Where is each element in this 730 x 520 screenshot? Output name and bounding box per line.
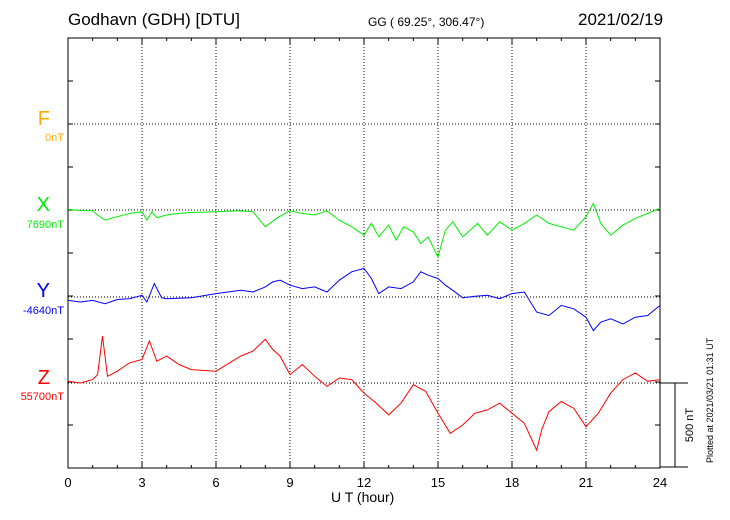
chart-date: 2021/02/19 xyxy=(578,10,664,29)
plot-frame xyxy=(67,37,661,469)
component-letter-z: Z xyxy=(37,367,50,389)
x-tick-label: 0 xyxy=(64,475,71,490)
plotted-timestamp: Plotted at 2021/03/21 01:31 UT xyxy=(705,337,715,463)
component-base-f: 0nT xyxy=(45,132,64,144)
x-tick-label: 24 xyxy=(653,475,667,490)
x-axis-label: U T (hour) xyxy=(331,489,395,505)
x-tick-label: 9 xyxy=(286,475,293,490)
component-letter-y: Y xyxy=(36,280,50,302)
component-base-z: 55700nT xyxy=(20,391,64,403)
station-title: Godhavn (GDH) [DTU] xyxy=(68,10,240,29)
x-tick-label: 3 xyxy=(138,475,145,490)
x-tick-label: 15 xyxy=(431,475,445,490)
station-coordinates: GG ( 69.25°, 306.47°) xyxy=(368,15,485,29)
component-letter-x: X xyxy=(36,194,50,216)
x-tick-label: 18 xyxy=(505,475,519,490)
component-base-x: 7690nT xyxy=(26,219,64,231)
series-x xyxy=(67,202,661,259)
component-letter-f: F xyxy=(37,108,50,130)
component-base-y: -4640nT xyxy=(23,305,64,317)
scale-bar-label: 500 nT xyxy=(684,408,696,443)
x-tick-label: 21 xyxy=(579,475,593,490)
x-tick-label: 6 xyxy=(212,475,219,490)
x-tick-label: 12 xyxy=(357,475,371,490)
series-y xyxy=(67,267,661,332)
series-z xyxy=(67,335,661,452)
